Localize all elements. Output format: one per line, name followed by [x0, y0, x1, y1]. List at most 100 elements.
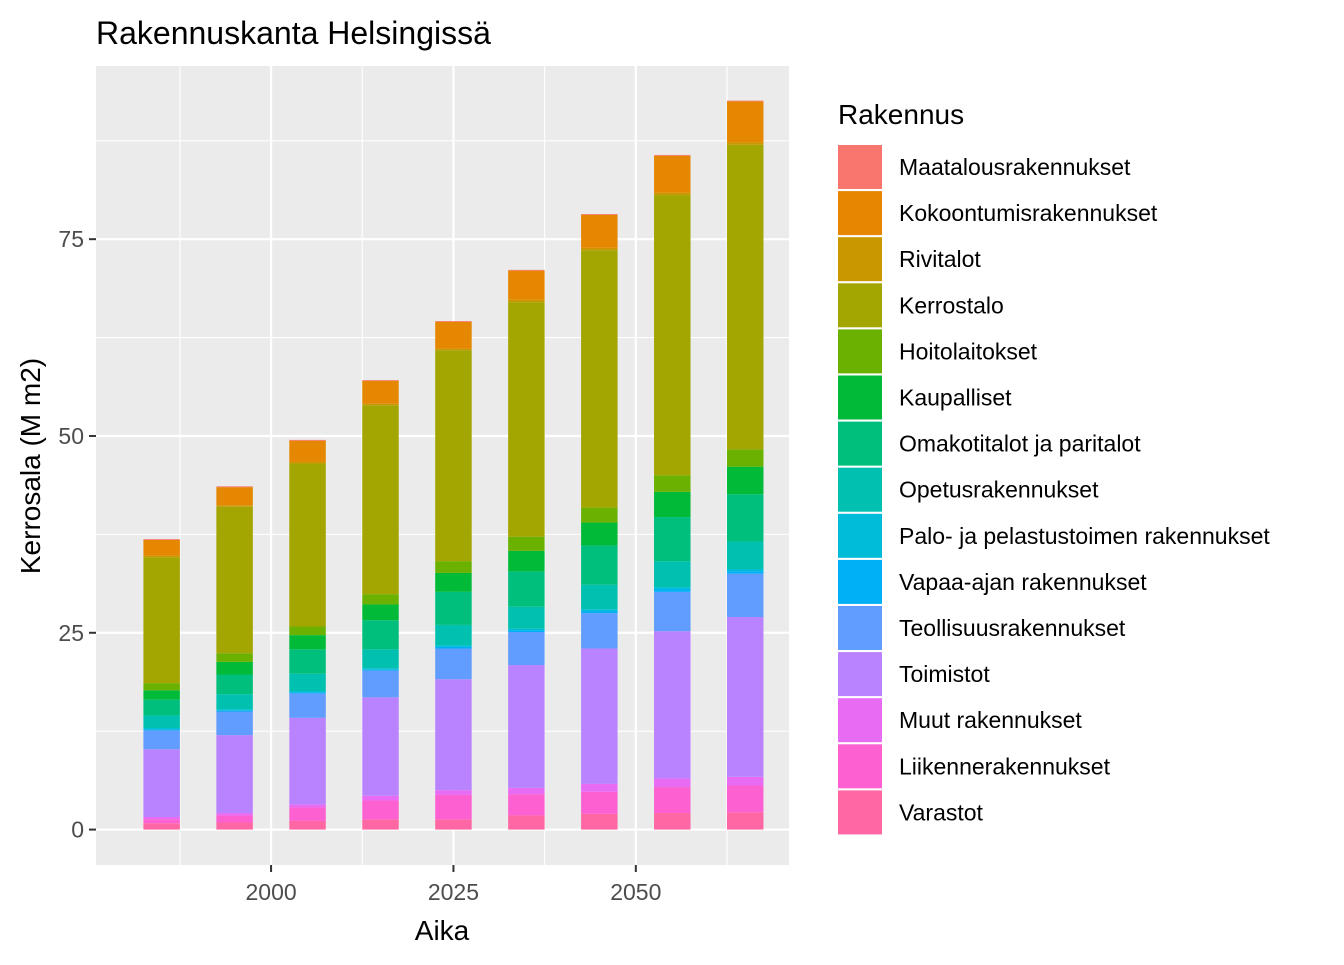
bar-segment — [289, 691, 326, 693]
legend-label: Muut rakennukset — [899, 707, 1082, 733]
bar-segment — [508, 536, 545, 551]
bar-segment — [581, 783, 618, 792]
legend-key — [838, 329, 882, 374]
bar-segment — [362, 594, 399, 605]
bar-segment — [726, 569, 764, 572]
bar-segment — [581, 648, 618, 784]
bar-segment — [143, 557, 180, 684]
bar-segment — [726, 573, 764, 618]
bar-segment — [216, 694, 253, 710]
legend-label: Teollisuusrakennukset — [899, 615, 1126, 641]
bar-segment — [654, 561, 691, 588]
bar-segment — [435, 645, 472, 647]
bar-segment — [289, 461, 326, 464]
bar-segment — [581, 813, 618, 830]
bar-segment — [508, 630, 545, 632]
bar-segment — [143, 823, 180, 830]
bar-segment — [143, 728, 180, 730]
bar-segment — [289, 439, 326, 441]
bar-segment — [581, 791, 618, 814]
bar-segment — [508, 606, 545, 629]
bar-segment — [726, 812, 764, 830]
bar-segment — [143, 683, 180, 691]
legend-key — [838, 421, 882, 466]
bar-segment — [362, 405, 399, 595]
bar-segment — [289, 673, 326, 692]
bar-segment — [216, 661, 253, 675]
bar-segment — [435, 321, 472, 322]
legend-label: Kerrostalo — [899, 292, 1004, 318]
bar-segment — [435, 321, 472, 349]
bar-segment — [726, 449, 764, 467]
bar-segment — [143, 555, 180, 558]
bar-segment — [216, 815, 253, 823]
bar-segment — [216, 487, 253, 506]
bar-segment — [216, 506, 253, 654]
bar-segment — [143, 749, 180, 817]
bar-segment — [581, 584, 618, 610]
legend-key — [838, 698, 882, 743]
legend-key — [838, 375, 882, 420]
bar-segment — [289, 693, 326, 718]
bar-segment — [726, 541, 764, 570]
legend-label: Opetusrakennukset — [899, 477, 1099, 503]
legend-label: Vapaa-ajan rakennukset — [899, 569, 1147, 595]
bar-segment — [289, 717, 326, 805]
bar-segment — [289, 807, 326, 821]
bar-segment — [726, 571, 764, 574]
legend-key — [838, 559, 882, 604]
bar-segment — [508, 299, 545, 303]
legend-key — [838, 513, 882, 558]
bar-segment — [654, 631, 691, 779]
bar-segment — [508, 550, 545, 572]
bar-segment — [289, 804, 326, 808]
bar-segment — [581, 247, 618, 251]
bar-segment — [435, 794, 472, 820]
bar-segment — [654, 155, 691, 193]
chart-title: Rakennuskanta Helsingissä — [96, 15, 491, 51]
bar-segment — [508, 302, 545, 537]
legend-label: Rivitalot — [899, 246, 981, 272]
bar-segment — [726, 142, 764, 145]
bar-segment — [508, 571, 545, 607]
legend-key — [838, 606, 882, 650]
x-axis: 2000 2025 2050 — [245, 865, 661, 905]
bar-segment — [508, 269, 545, 271]
legend-label: Maatalousrakennukset — [899, 154, 1131, 180]
bar-segment — [216, 709, 253, 711]
legend-key — [838, 191, 882, 236]
legend-key — [838, 237, 882, 282]
bar-segment — [726, 144, 764, 450]
bar-segment — [435, 679, 472, 791]
bar-segment — [143, 729, 180, 731]
legend-key — [838, 790, 882, 835]
bar-segment — [726, 101, 764, 143]
bar-segment — [581, 609, 618, 612]
legend-label: Palo- ja pelastustoimen rakennukset — [899, 523, 1270, 549]
bar-segment — [216, 735, 253, 814]
bar-segment — [362, 403, 399, 406]
bar-segment — [143, 539, 180, 556]
bar-segment — [362, 649, 399, 669]
bar-segment — [216, 674, 253, 695]
legend: Rakennus Maatalousrakennukset Kokoontumis… — [838, 99, 1270, 835]
bar-segment — [216, 710, 253, 712]
bar-segment — [216, 486, 253, 488]
bar-segment — [289, 463, 326, 627]
bar-segment — [581, 545, 618, 585]
bar-segment — [143, 715, 180, 729]
legend-title: Rakennus — [838, 99, 964, 130]
bar-segment — [654, 813, 691, 830]
bar-segment — [435, 648, 472, 680]
x-axis-title: Aika — [415, 915, 470, 946]
bar-segment — [726, 466, 764, 495]
y-tick-label: 25 — [58, 620, 84, 646]
bar-segment — [581, 507, 618, 523]
bar-segment — [143, 730, 180, 750]
bar-segment — [435, 572, 472, 592]
bar-segment — [362, 795, 399, 801]
bar-segment — [726, 100, 764, 102]
bar-segment — [435, 819, 472, 830]
bar-segment — [362, 669, 399, 671]
bar-segment — [581, 213, 618, 215]
